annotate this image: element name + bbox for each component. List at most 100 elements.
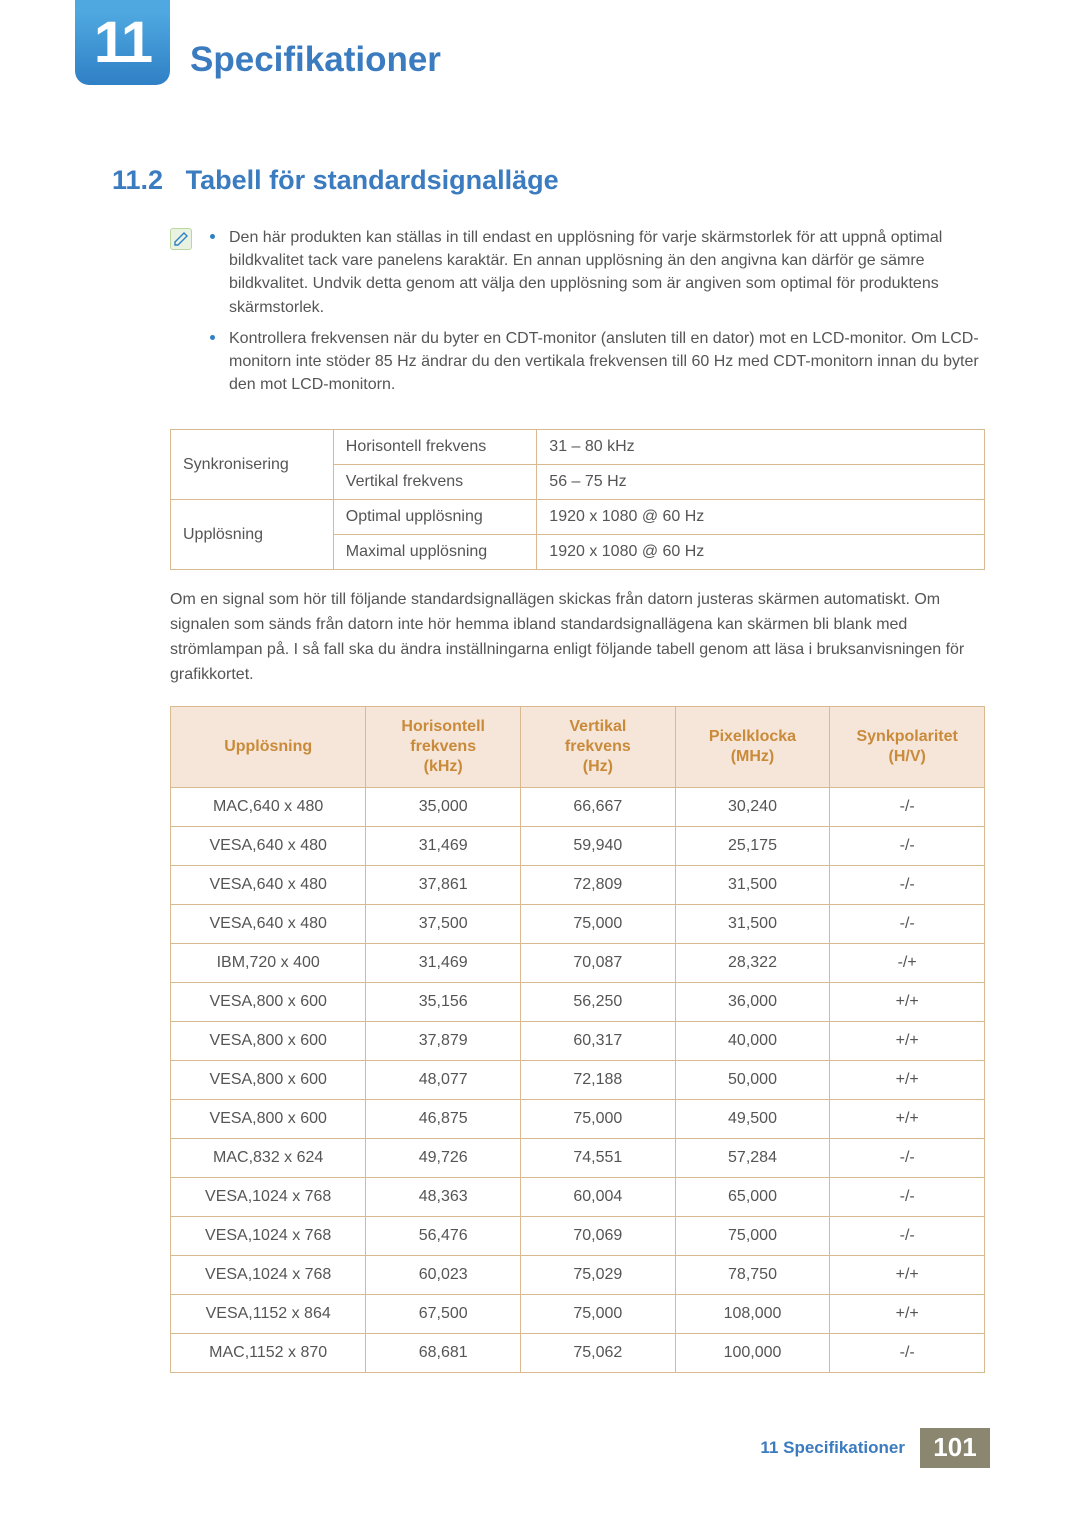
note-item: Kontrollera frekvensen när du byter en C… bbox=[210, 327, 985, 397]
page: 11 Specifikationer 11.2 Tabell för stand… bbox=[0, 0, 1080, 1518]
table-row: VESA,640 x 48037,86172,80931,500-/- bbox=[171, 865, 985, 904]
table-row: MAC,640 x 48035,00066,66730,240-/- bbox=[171, 787, 985, 826]
note-list: Den här produkten kan ställas in till en… bbox=[210, 226, 985, 404]
table-cell: 48,363 bbox=[366, 1177, 521, 1216]
table-row: MAC,1152 x 87068,68175,062100,000-/- bbox=[171, 1333, 985, 1372]
sync-label-cell: Horisontell frekvens bbox=[333, 430, 537, 465]
table-cell: 75,000 bbox=[521, 1099, 676, 1138]
section-heading: 11.2 Tabell för standardsignalläge bbox=[0, 105, 1080, 216]
table-header-row: UpplösningHorisontellfrekvens(kHz)Vertik… bbox=[171, 706, 985, 787]
table-row: VESA,640 x 48031,46959,94025,175-/- bbox=[171, 826, 985, 865]
table-row: SynkroniseringHorisontell frekvens31 – 8… bbox=[171, 430, 985, 465]
table-header-cell: Synkpolaritet(H/V) bbox=[830, 706, 985, 787]
note-text: Kontrollera frekvensen när du byter en C… bbox=[229, 327, 985, 397]
table-header-cell: Horisontellfrekvens(kHz) bbox=[366, 706, 521, 787]
table-cell: 66,667 bbox=[521, 787, 676, 826]
table-cell: 65,000 bbox=[675, 1177, 830, 1216]
sync-group-cell: Synkronisering bbox=[171, 430, 334, 500]
table-row: VESA,1152 x 86467,50075,000108,000+/+ bbox=[171, 1294, 985, 1333]
table-cell: 75,062 bbox=[521, 1333, 676, 1372]
table-cell: 35,156 bbox=[366, 982, 521, 1021]
table-cell: IBM,720 x 400 bbox=[171, 943, 366, 982]
table-cell: -/- bbox=[830, 904, 985, 943]
content-area: Den här produkten kan ställas in till en… bbox=[0, 216, 1080, 1373]
table-cell: 75,000 bbox=[521, 904, 676, 943]
table-cell: 75,000 bbox=[675, 1216, 830, 1255]
bullet-icon bbox=[210, 335, 215, 340]
table-cell: 49,726 bbox=[366, 1138, 521, 1177]
sync-value-cell: 1920 x 1080 @ 60 Hz bbox=[537, 500, 985, 535]
table-cell: 30,240 bbox=[675, 787, 830, 826]
table-cell: 60,004 bbox=[521, 1177, 676, 1216]
table-header-cell: Pixelklocka(MHz) bbox=[675, 706, 830, 787]
table-cell: 49,500 bbox=[675, 1099, 830, 1138]
table-cell: -/- bbox=[830, 1216, 985, 1255]
table-cell: -/+ bbox=[830, 943, 985, 982]
table-cell: VESA,1152 x 864 bbox=[171, 1294, 366, 1333]
table-cell: 68,681 bbox=[366, 1333, 521, 1372]
section-title: Tabell för standardsignalläge bbox=[186, 165, 559, 195]
table-cell: -/- bbox=[830, 865, 985, 904]
table-cell: -/- bbox=[830, 1333, 985, 1372]
bullet-icon bbox=[210, 234, 215, 239]
sync-label-cell: Maximal upplösning bbox=[333, 535, 537, 570]
note-item: Den här produkten kan ställas in till en… bbox=[210, 226, 985, 319]
table-row: VESA,800 x 60037,87960,31740,000+/+ bbox=[171, 1021, 985, 1060]
table-cell: 50,000 bbox=[675, 1060, 830, 1099]
note-text: Den här produkten kan ställas in till en… bbox=[229, 226, 985, 319]
table-cell: VESA,640 x 480 bbox=[171, 904, 366, 943]
sync-value-cell: 56 – 75 Hz bbox=[537, 465, 985, 500]
table-cell: -/- bbox=[830, 1138, 985, 1177]
table-cell: 57,284 bbox=[675, 1138, 830, 1177]
table-cell: VESA,800 x 600 bbox=[171, 1060, 366, 1099]
table-cell: 60,023 bbox=[366, 1255, 521, 1294]
footer-label: 11 Specifikationer bbox=[760, 1438, 905, 1458]
table-cell: MAC,1152 x 870 bbox=[171, 1333, 366, 1372]
table-cell: 70,087 bbox=[521, 943, 676, 982]
table-row: VESA,800 x 60048,07772,18850,000+/+ bbox=[171, 1060, 985, 1099]
note-block: Den här produkten kan ställas in till en… bbox=[170, 226, 985, 404]
table-cell: 56,476 bbox=[366, 1216, 521, 1255]
table-cell: -/- bbox=[830, 1177, 985, 1216]
table-cell: 72,188 bbox=[521, 1060, 676, 1099]
sync-group-cell: Upplösning bbox=[171, 500, 334, 570]
table-cell: VESA,800 x 600 bbox=[171, 982, 366, 1021]
table-cell: 108,000 bbox=[675, 1294, 830, 1333]
table-cell: 37,500 bbox=[366, 904, 521, 943]
table-cell: 70,069 bbox=[521, 1216, 676, 1255]
table-cell: 31,469 bbox=[366, 826, 521, 865]
table-cell: VESA,800 x 600 bbox=[171, 1021, 366, 1060]
table-header-cell: Vertikalfrekvens(Hz) bbox=[521, 706, 676, 787]
table-cell: VESA,1024 x 768 bbox=[171, 1216, 366, 1255]
table-cell: +/+ bbox=[830, 1021, 985, 1060]
table-cell: MAC,640 x 480 bbox=[171, 787, 366, 826]
table-cell: 56,250 bbox=[521, 982, 676, 1021]
table-row: VESA,800 x 60035,15656,25036,000+/+ bbox=[171, 982, 985, 1021]
table-cell: +/+ bbox=[830, 1255, 985, 1294]
chapter-number: 11 bbox=[94, 9, 151, 76]
section-number: 11.2 bbox=[112, 165, 163, 195]
table-cell: 35,000 bbox=[366, 787, 521, 826]
table-cell: +/+ bbox=[830, 1294, 985, 1333]
table-cell: 60,317 bbox=[521, 1021, 676, 1060]
table-row: VESA,1024 x 76848,36360,00465,000-/- bbox=[171, 1177, 985, 1216]
table-header-cell: Upplösning bbox=[171, 706, 366, 787]
table-cell: 37,861 bbox=[366, 865, 521, 904]
table-cell: 100,000 bbox=[675, 1333, 830, 1372]
table-cell: 25,175 bbox=[675, 826, 830, 865]
chapter-number-badge: 11 bbox=[75, 0, 170, 85]
table-cell: 40,000 bbox=[675, 1021, 830, 1060]
table-cell: -/- bbox=[830, 826, 985, 865]
middle-paragraph: Om en signal som hör till följande stand… bbox=[170, 588, 985, 687]
table-cell: VESA,1024 x 768 bbox=[171, 1177, 366, 1216]
table-cell: 67,500 bbox=[366, 1294, 521, 1333]
table-cell: VESA,640 x 480 bbox=[171, 826, 366, 865]
table-cell: 59,940 bbox=[521, 826, 676, 865]
table-cell: 75,029 bbox=[521, 1255, 676, 1294]
table-cell: 31,469 bbox=[366, 943, 521, 982]
sync-value-cell: 1920 x 1080 @ 60 Hz bbox=[537, 535, 985, 570]
table-cell: 36,000 bbox=[675, 982, 830, 1021]
note-icon bbox=[170, 228, 192, 250]
table-cell: 37,879 bbox=[366, 1021, 521, 1060]
chapter-title: Specifikationer bbox=[190, 20, 441, 80]
